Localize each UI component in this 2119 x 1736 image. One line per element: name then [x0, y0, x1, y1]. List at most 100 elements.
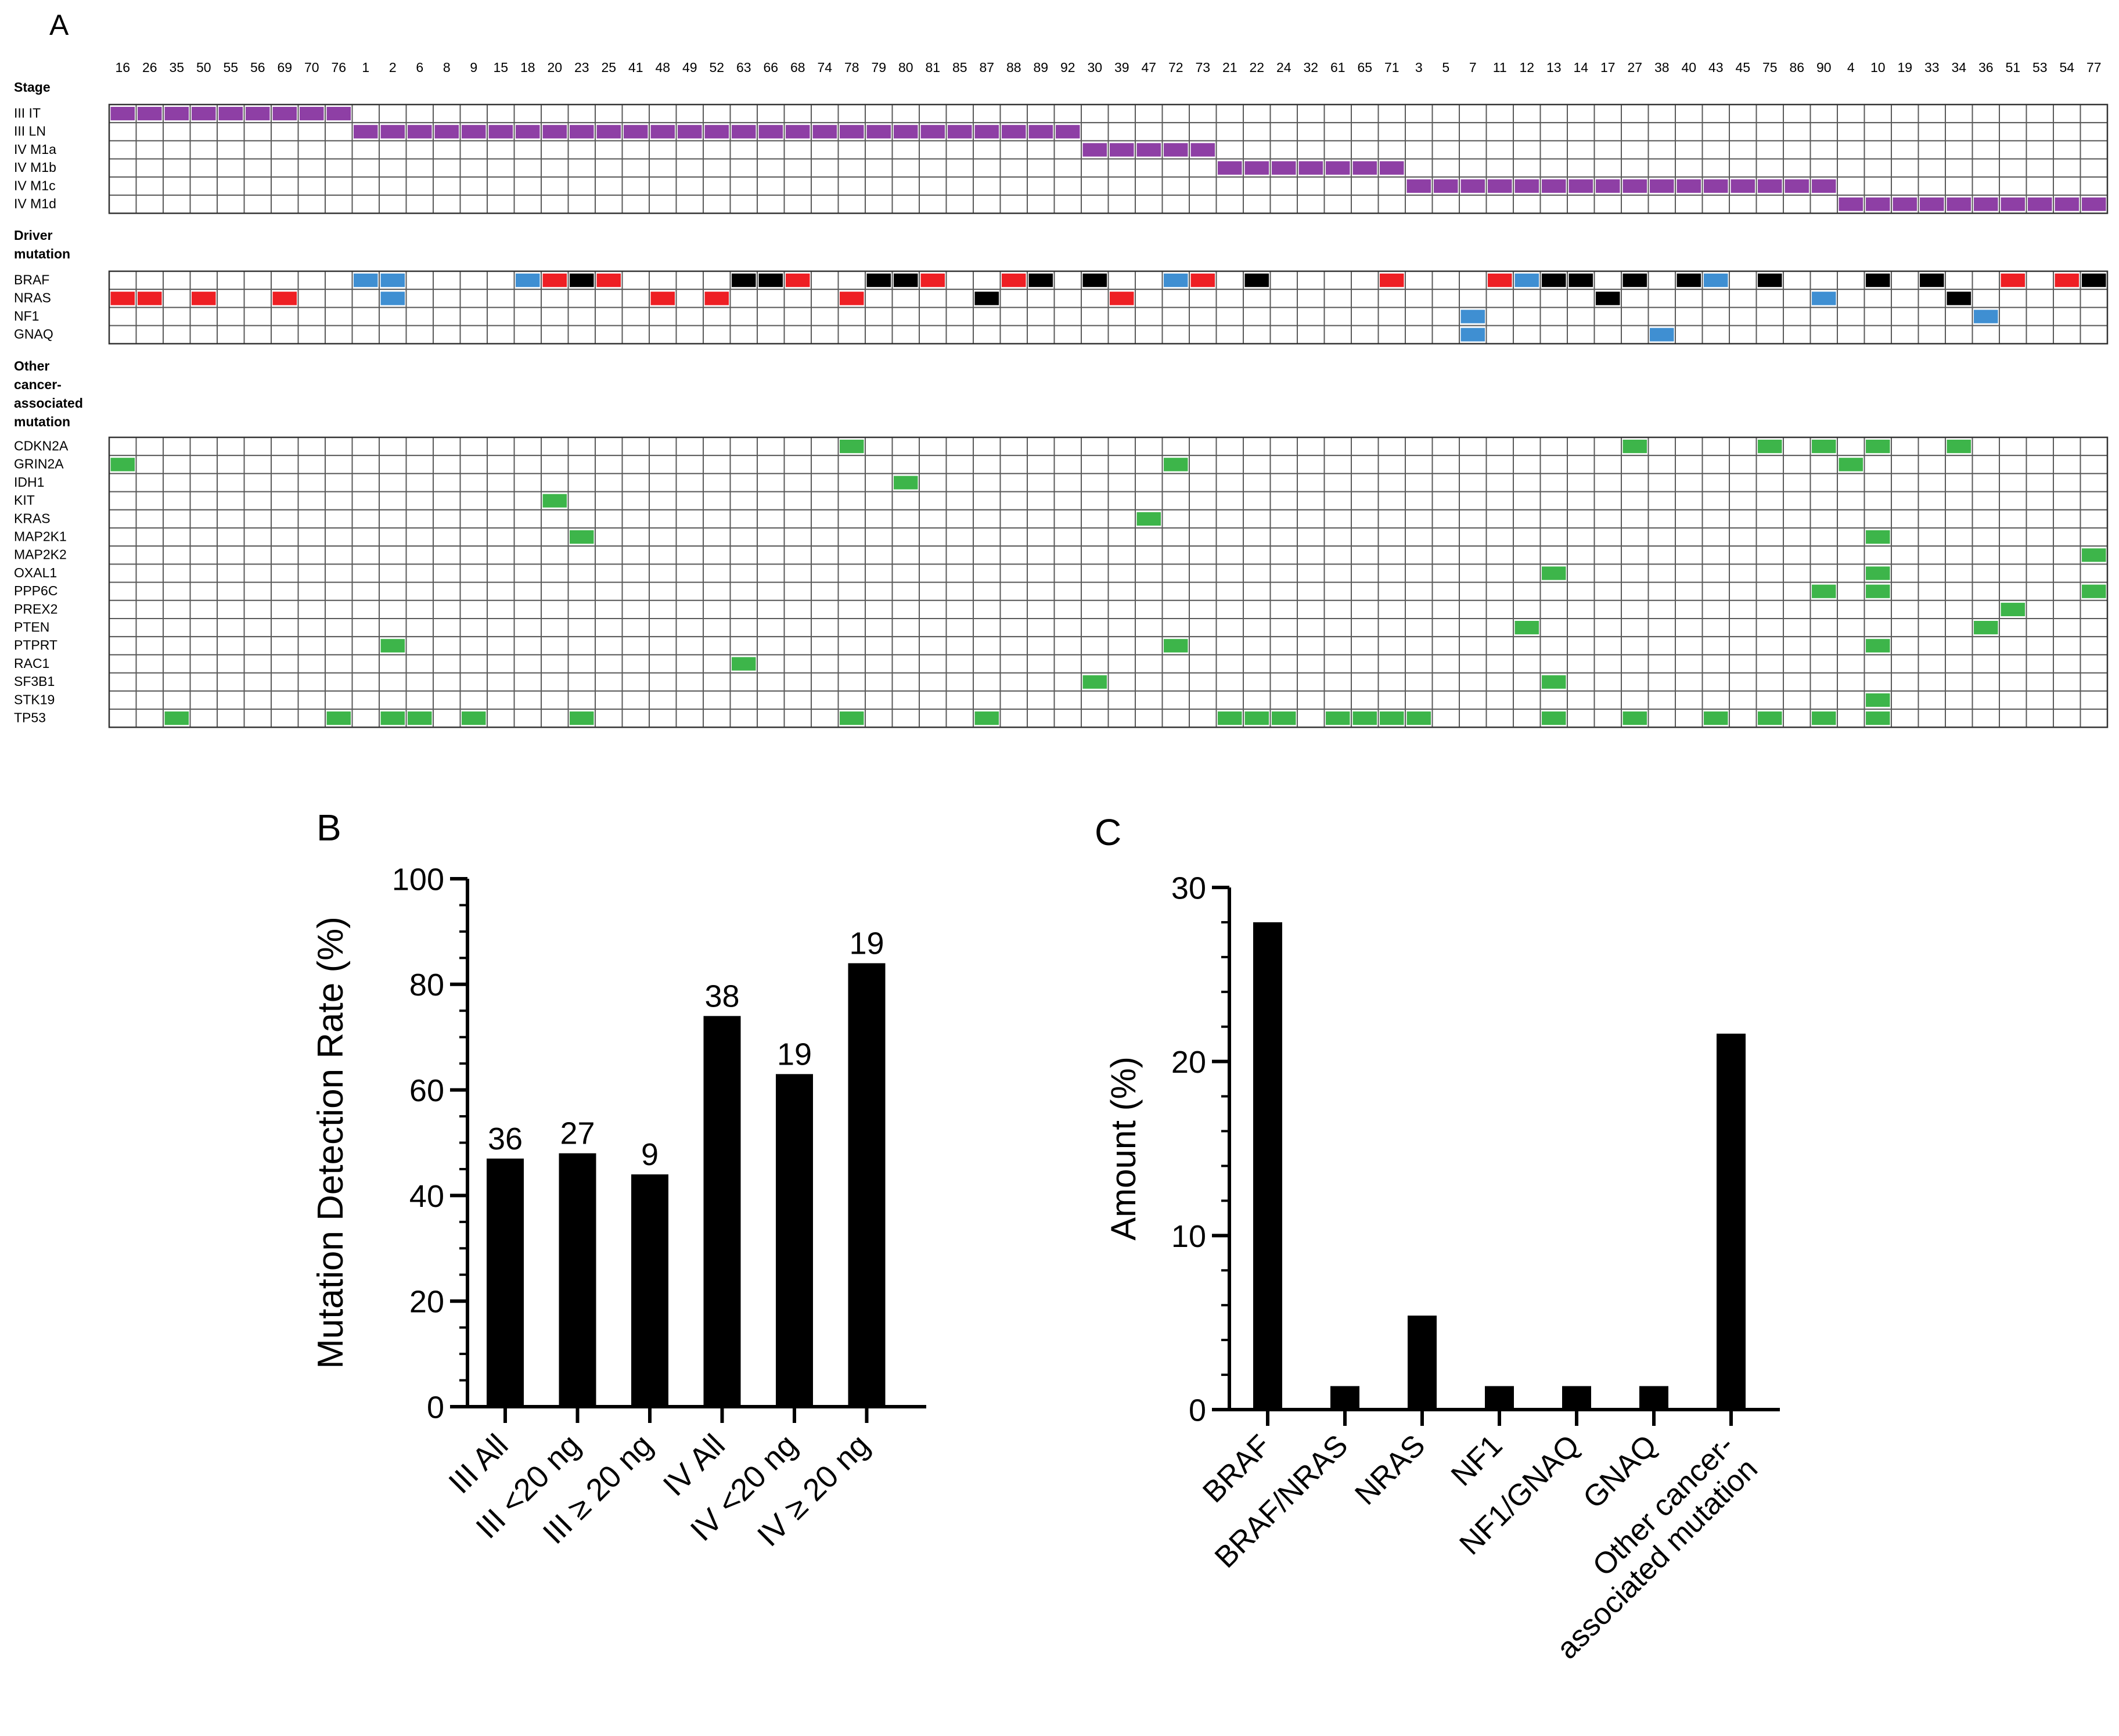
- matrix-cell: [621, 491, 650, 511]
- matrix-cell: [1755, 690, 1784, 710]
- matrix-cell: [541, 307, 569, 326]
- sample-id-label: 30: [1087, 60, 1102, 75]
- matrix-cell: [297, 672, 326, 692]
- matrix-cell: [729, 140, 758, 160]
- matrix-cell: [1621, 140, 1649, 160]
- matrix-cell: [1027, 140, 1055, 160]
- matrix-cell: [1701, 690, 1730, 710]
- matrix-cell: [1972, 289, 2000, 308]
- matrix-cell: [1837, 509, 1865, 529]
- matrix-cell: [1621, 654, 1649, 674]
- matrix-cell: [1351, 563, 1379, 583]
- mutation-mark-iii-ln-9: [462, 125, 486, 139]
- matrix-cell: [919, 672, 947, 692]
- mutation-mark-idh1-80: [894, 476, 918, 490]
- sample-id-label: 87: [979, 60, 994, 75]
- matrix-cell: [459, 140, 488, 160]
- section-label: mutation: [14, 414, 70, 429]
- matrix-cell: [1593, 437, 1622, 457]
- matrix-cell: [1485, 690, 1514, 710]
- matrix-cell: [811, 527, 839, 547]
- matrix-cell: [865, 158, 893, 178]
- matrix-cell: [1621, 473, 1649, 493]
- matrix-cell: [1405, 158, 1433, 178]
- matrix-cell: [919, 545, 947, 565]
- mutation-mark-nras-69: [272, 292, 297, 305]
- matrix-cell: [945, 455, 974, 475]
- matrix-cell: [567, 654, 596, 674]
- bar-iii-20-ng: [559, 1153, 596, 1407]
- matrix-cell: [2053, 473, 2081, 493]
- matrix-cell: [2026, 271, 2054, 290]
- matrix-cell: [1729, 307, 1757, 326]
- y-tick-label: 60: [409, 1073, 444, 1108]
- matrix-cell: [1513, 289, 1541, 308]
- matrix-cell: [1972, 271, 2000, 290]
- matrix-cell: [297, 140, 326, 160]
- matrix-cell: [1972, 709, 2000, 728]
- matrix-cell: [2053, 122, 2081, 142]
- matrix-cell: [217, 271, 245, 290]
- matrix-cell: [459, 618, 488, 638]
- mutation-mark-iii-it-70: [300, 107, 324, 121]
- matrix-cell: [325, 195, 353, 214]
- matrix-cell: [865, 654, 893, 674]
- mutation-mark-iii-it-56: [246, 107, 270, 121]
- sample-id-label: 9: [470, 60, 477, 75]
- matrix-cell: [729, 491, 758, 511]
- matrix-cell: [405, 325, 434, 344]
- matrix-cell: [1053, 509, 1082, 529]
- matrix-cell: [1459, 473, 1487, 493]
- matrix-cell: [1027, 307, 1055, 326]
- matrix-cell: [1053, 618, 1082, 638]
- sample-id-label: 68: [790, 60, 805, 75]
- matrix-cell: [2026, 581, 2054, 601]
- matrix-cell: [1323, 491, 1352, 511]
- sample-id-label: 22: [1249, 60, 1264, 75]
- matrix-cell: [595, 527, 623, 547]
- matrix-cell: [1053, 545, 1082, 565]
- matrix-cell: [621, 176, 650, 196]
- matrix-cell: [325, 491, 353, 511]
- mutation-mark-iv-m1c-3: [1406, 179, 1431, 193]
- matrix-cell: [1945, 473, 1973, 493]
- matrix-cell: [1377, 140, 1406, 160]
- matrix-cell: [595, 307, 623, 326]
- mutation-mark-ptprt-2: [380, 639, 405, 653]
- matrix-cell: [109, 158, 137, 178]
- matrix-cell: [1323, 140, 1352, 160]
- matrix-cell: [757, 491, 785, 511]
- matrix-cell: [189, 195, 218, 214]
- matrix-cell: [1863, 455, 1892, 475]
- matrix-cell: [1891, 581, 1919, 601]
- matrix-cell: [1323, 437, 1352, 457]
- matrix-cell: [1431, 473, 1460, 493]
- matrix-cell: [1269, 527, 1298, 547]
- matrix-cell: [297, 636, 326, 656]
- matrix-cell: [973, 104, 1001, 124]
- matrix-cell: [1107, 158, 1136, 178]
- matrix-cell: [891, 195, 920, 214]
- matrix-cell: [1269, 271, 1298, 290]
- matrix-cell: [1269, 104, 1298, 124]
- mutation-mark-braf-18: [516, 274, 540, 287]
- matrix-cell: [271, 140, 299, 160]
- matrix-cell: [1972, 491, 2000, 511]
- matrix-cell: [891, 545, 920, 565]
- matrix-cell: [649, 140, 677, 160]
- mutation-mark-oxal1-13: [1542, 566, 1566, 580]
- matrix-cell: [1459, 618, 1487, 638]
- matrix-cell: [433, 563, 461, 583]
- matrix-cell: [1891, 509, 1919, 529]
- matrix-cell: [325, 289, 353, 308]
- matrix-cell: [379, 654, 407, 674]
- matrix-cell: [621, 672, 650, 692]
- matrix-cell: [757, 618, 785, 638]
- mutation-mark-iv-m1c-17: [1596, 179, 1620, 193]
- matrix-cell: [837, 654, 866, 674]
- matrix-cell: [1701, 195, 1730, 214]
- matrix-cell: [459, 599, 488, 620]
